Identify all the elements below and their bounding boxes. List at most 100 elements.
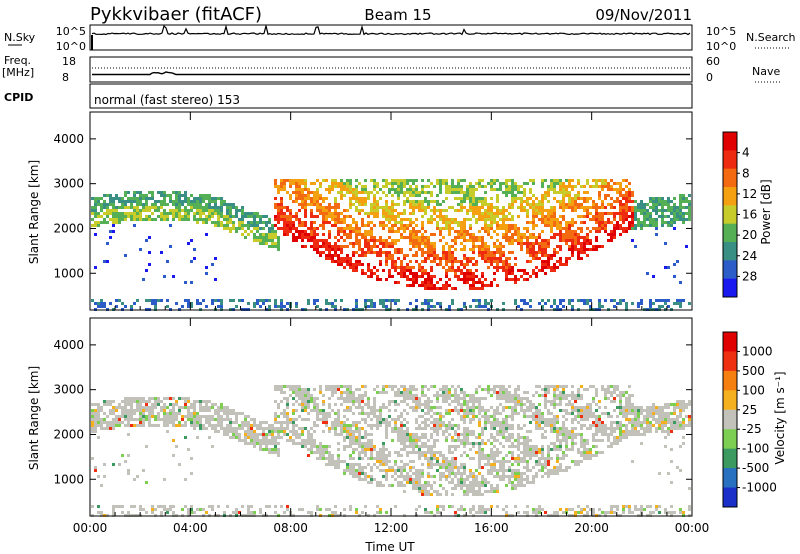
- range-cell: [472, 287, 475, 290]
- range-cell: [379, 188, 382, 191]
- range-cell: [523, 302, 526, 305]
- range-cell: [319, 239, 322, 242]
- range-cell: [397, 266, 400, 269]
- range-cell: [550, 254, 553, 257]
- range-cell: [358, 233, 361, 236]
- range-cell: [445, 430, 448, 433]
- range-cell: [478, 179, 481, 182]
- range-cell: [541, 206, 544, 209]
- range-cell: [268, 451, 271, 454]
- range-cell: [424, 239, 427, 242]
- range-cell: [217, 424, 220, 427]
- range-cell: [574, 230, 577, 233]
- range-cell: [295, 442, 298, 445]
- range-cell: [382, 227, 385, 230]
- cpid-strip: CPID normal (fast stereo) 153: [4, 83, 693, 109]
- range-cell: [400, 275, 403, 278]
- range-cell: [310, 203, 313, 206]
- range-cell: [280, 188, 283, 191]
- range-cell: [541, 242, 544, 245]
- range-cell: [481, 415, 484, 418]
- range-cell: [175, 197, 178, 200]
- range-cell: [559, 263, 562, 266]
- range-cell: [346, 185, 349, 188]
- range-cell: [181, 203, 184, 206]
- range-cell: [331, 188, 334, 191]
- range-cell: [400, 454, 403, 457]
- range-cell: [634, 218, 637, 221]
- range-cell: [193, 257, 196, 260]
- range-cell: [391, 239, 394, 242]
- range-cell: [268, 424, 271, 427]
- range-cell: [277, 245, 280, 248]
- range-cell: [304, 209, 307, 212]
- range-cell: [202, 209, 205, 212]
- range-cell: [250, 511, 253, 514]
- range-cell: [349, 260, 352, 263]
- range-cell: [442, 508, 445, 511]
- range-cell: [568, 299, 571, 302]
- range-cell: [157, 403, 160, 406]
- range-cell: [103, 403, 106, 406]
- range-cell: [157, 412, 160, 415]
- range-cell: [466, 230, 469, 233]
- range-cell: [136, 424, 139, 427]
- range-cell: [457, 191, 460, 194]
- range-cell: [142, 418, 145, 421]
- range-cell: [424, 257, 427, 260]
- range-cell: [316, 299, 319, 302]
- range-cell: [340, 430, 343, 433]
- range-cell: [424, 421, 427, 424]
- range-cell: [133, 200, 136, 203]
- range-cell: [100, 203, 103, 206]
- range-cell: [268, 442, 271, 445]
- range-cell: [283, 409, 286, 412]
- range-cell: [304, 203, 307, 206]
- range-cell: [379, 481, 382, 484]
- range-cell: [484, 215, 487, 218]
- range-cell: [130, 418, 133, 421]
- range-cell: [370, 206, 373, 209]
- range-cell: [223, 218, 226, 221]
- range-cell: [523, 209, 526, 212]
- range-cell: [568, 224, 571, 227]
- range-cell: [466, 412, 469, 415]
- range-cell: [460, 409, 463, 412]
- range-cell: [94, 200, 97, 203]
- range-cell: [421, 236, 424, 239]
- range-cell: [397, 388, 400, 391]
- range-cell: [361, 218, 364, 221]
- range-cell: [493, 212, 496, 215]
- range-cell: [436, 427, 439, 430]
- range-cell: [385, 511, 388, 514]
- range-cell: [508, 266, 511, 269]
- range-cell: [322, 457, 325, 460]
- range-cell: [208, 415, 211, 418]
- range-cell: [409, 391, 412, 394]
- range-cell: [496, 284, 499, 287]
- range-cell: [451, 472, 454, 475]
- range-cell: [481, 475, 484, 478]
- range-cell: [619, 200, 622, 203]
- range-cell: [454, 409, 457, 412]
- range-cell: [244, 442, 247, 445]
- range-cell: [478, 442, 481, 445]
- range-cell: [328, 185, 331, 188]
- range-cell: [226, 221, 229, 224]
- range-cell: [331, 245, 334, 248]
- range-cell: [373, 412, 376, 415]
- range-cell: [484, 251, 487, 254]
- range-cell: [352, 403, 355, 406]
- range-cell: [376, 460, 379, 463]
- range-cell: [304, 197, 307, 200]
- range-cell: [406, 403, 409, 406]
- range-cell: [508, 191, 511, 194]
- range-cell: [466, 400, 469, 403]
- range-cell: [451, 424, 454, 427]
- range-cell: [472, 400, 475, 403]
- range-cell: [442, 221, 445, 224]
- range-cell: [424, 245, 427, 248]
- range-cell: [457, 400, 460, 403]
- range-cell: [472, 194, 475, 197]
- range-cell: [244, 418, 247, 421]
